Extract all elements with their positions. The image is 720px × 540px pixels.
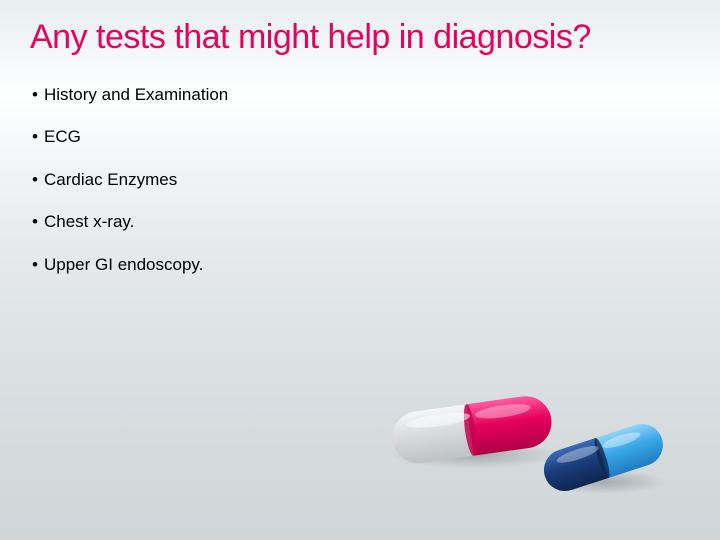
- list-item: Cardiac Enzymes: [32, 170, 690, 190]
- list-item: History and Examination: [32, 85, 690, 105]
- list-item: Upper GI endoscopy.: [32, 255, 690, 275]
- pills-svg: [360, 360, 680, 510]
- slide: Any tests that might help in diagnosis? …: [0, 0, 720, 540]
- pills-illustration: [360, 360, 680, 510]
- list-item: Chest x-ray.: [32, 212, 690, 232]
- list-item: ECG: [32, 127, 690, 147]
- bullet-list: History and Examination ECG Cardiac Enzy…: [30, 85, 690, 275]
- slide-title: Any tests that might help in diagnosis?: [30, 18, 690, 57]
